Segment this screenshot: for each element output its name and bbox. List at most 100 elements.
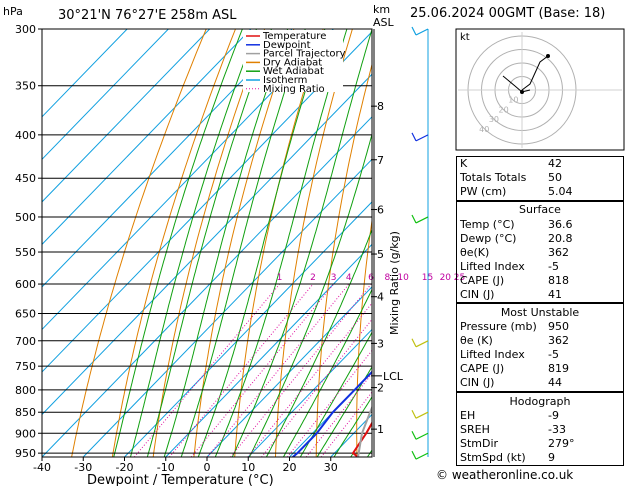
hodograph-unit: kt: [460, 32, 470, 43]
mixing-ratio-line: [190, 283, 335, 457]
surface-row: CAPE (J) 818: [460, 274, 569, 287]
hodograph-ring-label: 20: [499, 105, 509, 114]
mixing-ratio-line: [206, 283, 350, 457]
wind-barb: [415, 28, 429, 36]
mixing-ratio-line: [247, 302, 372, 457]
x-tick-label: 30: [324, 461, 338, 474]
surface-row: CIN (J) 41: [460, 288, 562, 301]
wind-barb: [415, 216, 429, 224]
x-tick-label: -10: [157, 461, 175, 474]
isotherm-lines: [42, 29, 372, 457]
wind-barb-flag: [411, 409, 417, 419]
mixing-ratio-label: 15: [422, 273, 433, 283]
wind-barbs: [411, 26, 429, 460]
surface-row: Dewp (°C) 20.8: [460, 232, 573, 245]
wind-barb: [415, 340, 429, 348]
x-tick-label: 20: [283, 461, 297, 474]
km-axis-unit: km: [373, 3, 390, 16]
y-tick-label: 500: [15, 211, 36, 224]
hodograph-ring-label: 30: [489, 115, 499, 124]
y-tick-label: 550: [15, 246, 36, 259]
legend-label: Temperature: [262, 31, 326, 42]
index-row: PW (cm) 5.04: [460, 185, 573, 198]
km-tick-label: 8: [377, 100, 384, 113]
most-unstable-title: Most Unstable: [500, 306, 580, 319]
location-title: 30°21'N 76°27'E 258m ASL: [58, 8, 237, 23]
mu-row: Pressure (mb) 950: [460, 320, 569, 333]
mixing-ratio-label: 8: [384, 273, 390, 283]
hodograph-ring-label: 10: [508, 96, 518, 105]
legend-label: Dry Adiabat: [263, 57, 322, 68]
km-tick-label: 2: [377, 382, 384, 395]
surface-row: Lifted Index -5: [460, 260, 559, 273]
wind-barb: [415, 411, 429, 419]
surface-row: Temp (°C) 36.6: [460, 218, 573, 231]
mu-row: CAPE (J) 819: [460, 362, 569, 375]
mixing-ratio-line: [261, 318, 372, 457]
y-tick-label: 450: [15, 172, 36, 185]
y-tick-label: 350: [15, 80, 36, 93]
wind-barb-flag: [411, 26, 417, 36]
most-unstable-box: [456, 303, 624, 392]
wet-adiabat-line: [146, 29, 272, 457]
wind-barb: [415, 452, 429, 460]
legend-label: Parcel Trajectory: [263, 49, 346, 60]
y-tick-label: 400: [15, 129, 36, 142]
mixing-ratio-label: 25: [454, 273, 465, 283]
mixing-ratio-label: 3: [331, 273, 337, 283]
lcl-label: LCL: [383, 370, 404, 383]
wind-barb-flag: [411, 338, 417, 348]
mixing-ratio-label: 1: [277, 273, 283, 283]
wind-barb-flag: [411, 132, 417, 142]
legend-label: Dewpoint: [263, 40, 311, 51]
km-tick-label: 3: [377, 337, 384, 350]
legend-label: Mixing Ratio: [263, 84, 325, 95]
mixing-ratio-line: [320, 391, 372, 457]
mixing-ratio-labels: 1 2 3 4 6 8 10 15 20 25: [277, 273, 466, 283]
hodograph-point: [520, 90, 524, 94]
dewpoint-line: [292, 370, 372, 457]
dry-adiabat-line: [396, 29, 440, 457]
isotherm-line: [42, 29, 211, 203]
mixing-ratio-line: [305, 372, 372, 457]
mu-row: CIN (J) 44: [460, 376, 562, 389]
isotherm-line: [42, 31, 372, 373]
isotherm-line: [42, 29, 169, 161]
isotherm-line: [42, 73, 372, 416]
indices-box: [456, 156, 624, 201]
hodo-row: SREH -33: [460, 423, 566, 436]
isotherm-line: [165, 243, 372, 457]
x-axis-label: Dewpoint / Temperature (°C): [87, 473, 274, 486]
wet-adiabat-line: [113, 29, 243, 457]
wet-adiabat-line: [130, 29, 257, 457]
asl-axis-unit: ASL: [373, 16, 395, 29]
isotherm-line: [42, 29, 293, 288]
hodograph-table-box: [456, 392, 624, 466]
x-tick-label: -40: [33, 461, 51, 474]
legend-label: Wet Adiabat: [263, 66, 324, 77]
km-tick-label: 1: [377, 423, 384, 436]
surface-title: Surface: [519, 203, 561, 216]
isotherm-line: [42, 29, 128, 118]
right-axis-label: Mixing Ratio (g/kg): [388, 231, 401, 335]
copyright-footer: © weatheronline.co.uk: [436, 468, 574, 482]
temperature-line: [351, 421, 372, 457]
index-row: K 42: [460, 157, 562, 170]
mixing-ratio-label: 4: [346, 273, 352, 283]
isotherm-line: [247, 328, 372, 457]
y-tick-label: 750: [15, 360, 36, 373]
isotherm-line: [82, 158, 372, 457]
mixing-ratio-label: 20: [440, 273, 452, 283]
hodo-row: StmSpd (kt) 9: [460, 451, 555, 464]
km-scale: 8 7 6 5 4 3 2 1 LCL: [371, 29, 404, 457]
mixing-ratio-label: 6: [368, 273, 374, 283]
hpa-axis-unit: hPa: [3, 5, 23, 18]
wind-barb-flag: [411, 430, 417, 440]
wind-barb: [415, 432, 429, 440]
mixing-ratio-line: [286, 349, 372, 457]
tick-labels: 3003504004505005506006507007508008509009…: [15, 23, 338, 474]
isotherm-line: [42, 29, 252, 246]
